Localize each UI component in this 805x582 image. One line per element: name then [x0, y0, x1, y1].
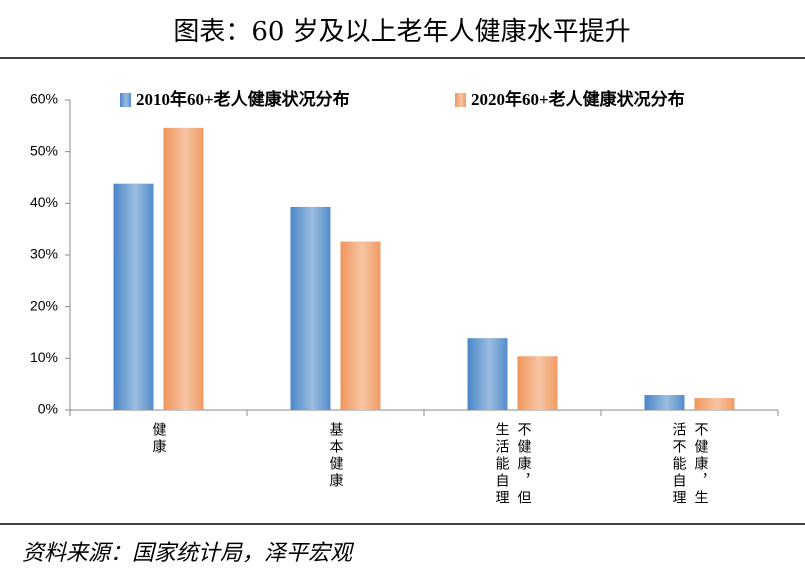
legend-swatch-shade — [120, 93, 131, 107]
bar-shade — [517, 356, 558, 410]
legend-swatch-shade — [455, 93, 466, 107]
bar-shade — [163, 127, 204, 411]
x-label-box: 不健康，生活不能自理 — [670, 422, 709, 507]
bar-shade — [694, 398, 735, 410]
y-tick-label: 50% — [30, 142, 58, 158]
legend-label: 2020年60+老人健康状况分布 — [471, 89, 685, 109]
y-tick-label: 20% — [30, 297, 58, 313]
x-tick-label: 健康 — [150, 422, 167, 456]
bar-shade — [340, 241, 381, 410]
bar-shade — [467, 338, 508, 410]
x-tick-label: 不健康，但生活能自理 — [493, 422, 532, 507]
x-tick-label: 基本健康 — [327, 422, 344, 490]
y-tick-label: 10% — [30, 349, 58, 365]
y-tick-label: 40% — [30, 194, 58, 210]
x-label-box: 基本健康 — [327, 422, 344, 490]
bar-shade — [644, 395, 685, 410]
chart-title: 图表：60 岁及以上老年人健康水平提升 — [173, 17, 630, 47]
x-label-box: 健康 — [150, 422, 167, 456]
y-tick-label: 60% — [30, 91, 58, 107]
y-tick-label: 30% — [30, 246, 58, 262]
bar-shade — [113, 183, 154, 410]
source: 资料来源：国家统计局，泽平宏观 — [22, 541, 355, 566]
bar-shade — [290, 206, 331, 410]
x-tick-label: 不健康，生活不能自理 — [670, 422, 709, 507]
x-label-box: 不健康，但生活能自理 — [493, 422, 532, 507]
legend-label: 2010年60+老人健康状况分布 — [136, 89, 350, 109]
y-tick-label: 0% — [38, 401, 58, 417]
